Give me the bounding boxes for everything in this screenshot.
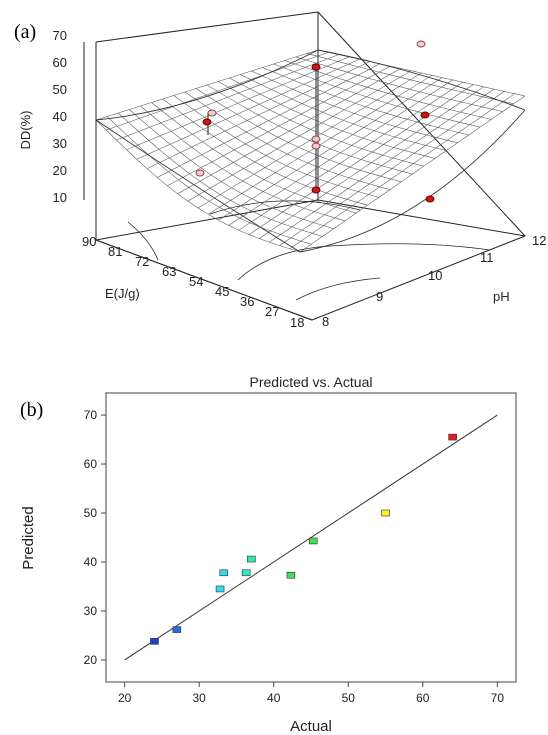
x-tick-label: 50	[342, 691, 356, 705]
plot-frame	[105, 392, 517, 683]
scatter-point	[286, 571, 296, 579]
ph-tick-label: 12	[532, 233, 546, 248]
e-tick-label: 63	[162, 264, 176, 279]
x-tick-label: 30	[193, 691, 207, 705]
e-tick-label: 18	[290, 315, 304, 330]
z-tick-label: 30	[53, 136, 67, 151]
design-point	[195, 169, 205, 177]
y-axis-label: Predicted	[20, 506, 37, 569]
scatter-point	[381, 509, 390, 517]
design-point	[425, 195, 435, 203]
y-tick-label: 70	[84, 408, 98, 422]
axis-ticks: 20 30 40 50 60 70 20 30 40 50 60 70	[84, 408, 505, 705]
scatter-point	[219, 569, 229, 577]
e-tick-label: 81	[108, 244, 122, 259]
z-tick-label: 60	[53, 55, 67, 70]
design-point	[420, 111, 430, 119]
design-point	[311, 142, 321, 150]
z-tick-label: 70	[53, 28, 67, 43]
predicted-vs-actual-panel: (b) Predicted vs. Actual 20 30 40 50 60 70 20 3…	[20, 374, 517, 735]
e-tick-label: 72	[135, 254, 149, 269]
surface-outline	[95, 49, 526, 253]
y-tick-label: 60	[84, 457, 98, 471]
surface-mesh	[95, 49, 526, 253]
ph-tick-label: 10	[428, 268, 442, 283]
design-point	[311, 186, 321, 194]
z-axis-label: DD(%)	[18, 111, 33, 150]
ph-tick-label: 11	[480, 250, 494, 265]
ph-axis-label: pH	[493, 289, 510, 304]
x-tick-label: 20	[118, 691, 132, 705]
e-axis: 90 81 72 63 54 45 36 27 18 E(J/g)	[82, 234, 313, 330]
ph-tick-label: 9	[376, 289, 383, 304]
e-tick-label: 36	[240, 294, 254, 309]
scatter-point	[247, 555, 256, 563]
design-point	[311, 135, 321, 143]
reference-line	[124, 414, 498, 661]
data-points	[150, 433, 457, 645]
scatter-point	[308, 537, 318, 545]
y-tick-label: 50	[84, 506, 98, 520]
scatter-point	[448, 433, 457, 441]
design-points	[195, 40, 435, 203]
e-tick-label: 90	[82, 234, 96, 249]
z-tick-label: 40	[53, 109, 67, 124]
scatter-point	[215, 585, 225, 593]
scatter-point	[150, 638, 159, 645]
e-tick-label: 27	[265, 304, 279, 319]
y-tick-label: 30	[84, 604, 98, 618]
panel-b-label: (b)	[20, 399, 43, 421]
design-point	[416, 40, 426, 48]
z-axis: 70 60 50 40 30 20 10 DD(%)	[18, 28, 85, 205]
e-tick-label: 54	[189, 274, 203, 289]
z-tick-label: 20	[53, 163, 67, 178]
ph-axis: 8 9 10 11 12 pH	[322, 233, 546, 329]
ph-tick-label: 8	[322, 314, 329, 329]
design-point	[207, 109, 217, 117]
design-point	[311, 63, 321, 71]
z-tick-label: 50	[53, 82, 67, 97]
surface-plot-panel: (a)	[14, 11, 546, 330]
scatter-point	[241, 569, 251, 577]
x-tick-label: 70	[491, 691, 505, 705]
x-tick-label: 60	[416, 691, 430, 705]
e-axis-label: E(J/g)	[105, 286, 140, 301]
e-tick-label: 45	[215, 284, 229, 299]
z-tick-label: 10	[53, 190, 67, 205]
chart-title: Predicted vs. Actual	[250, 374, 373, 390]
design-point	[202, 118, 212, 126]
scatter-point	[172, 626, 182, 633]
x-tick-label: 40	[267, 691, 281, 705]
y-tick-label: 20	[84, 653, 98, 667]
x-axis-label: Actual	[290, 718, 332, 735]
panel-a-label: (a)	[14, 21, 36, 43]
plot-box	[95, 11, 526, 321]
y-tick-label: 40	[84, 555, 98, 569]
